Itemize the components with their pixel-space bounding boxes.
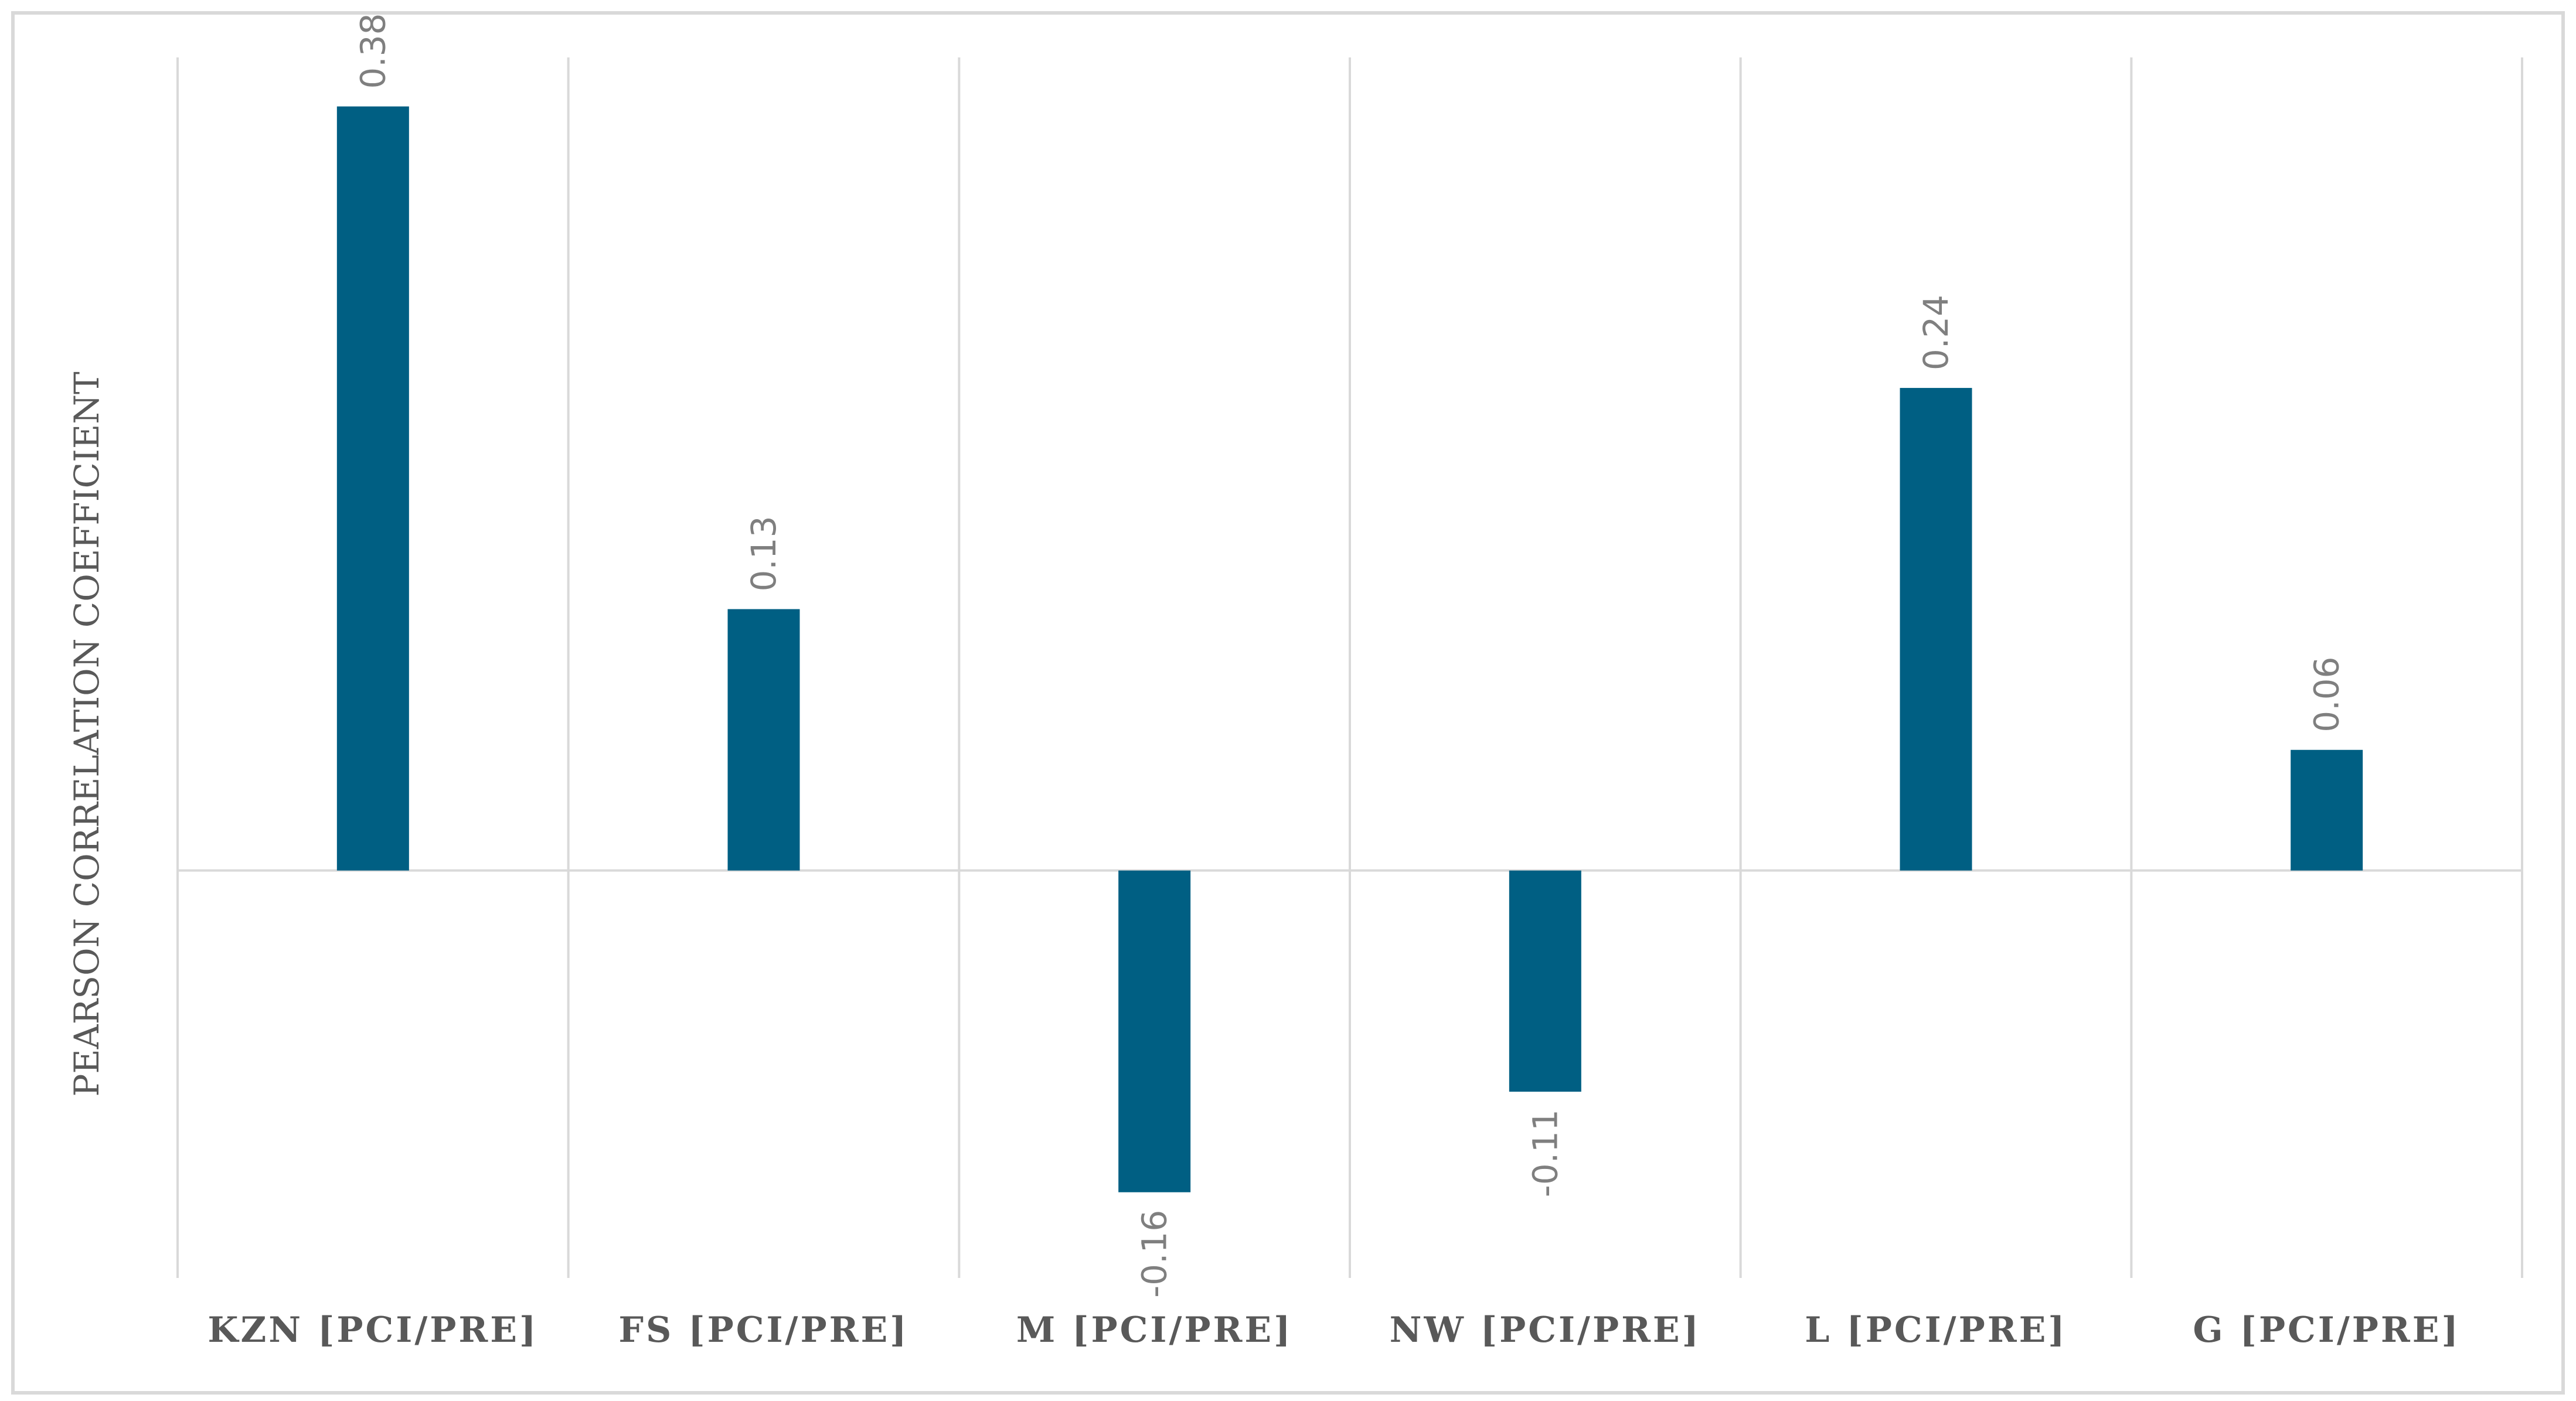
category-label: G [PCI/PRE] bbox=[2193, 1310, 2460, 1351]
category-label: KZN [PCI/PRE] bbox=[207, 1310, 538, 1351]
data-label: 0.13 bbox=[744, 516, 784, 591]
data-labels: 0.38 0.13 -0.16 -0.11 0.24 0.06 bbox=[353, 13, 2346, 1297]
data-label: -0.11 bbox=[1525, 1109, 1565, 1197]
data-label: 0.38 bbox=[353, 13, 393, 88]
gridlines bbox=[176, 57, 2523, 1278]
category-labels: KZN [PCI/PRE] FS [PCI/PRE] M [PCI/PRE] NW [… bbox=[207, 1310, 2460, 1351]
bar bbox=[336, 106, 409, 871]
bars bbox=[336, 106, 2363, 1192]
y-axis-title: PEARSON CORRELATION COEFFICIENT bbox=[67, 371, 107, 1097]
bar bbox=[1509, 870, 1581, 1092]
bar bbox=[2291, 749, 2363, 871]
category-label: FS [PCI/PRE] bbox=[618, 1310, 908, 1351]
data-label: 0.06 bbox=[2307, 657, 2347, 732]
bar bbox=[1118, 870, 1191, 1192]
category-label: L [PCI/PRE] bbox=[1805, 1310, 2067, 1351]
bar bbox=[1900, 388, 1972, 871]
bar bbox=[727, 609, 800, 871]
category-label: M [PCI/PRE] bbox=[1016, 1310, 1293, 1351]
category-label: NW [PCI/PRE] bbox=[1390, 1310, 1701, 1351]
data-label: 0.24 bbox=[1916, 295, 1956, 370]
data-label: -0.16 bbox=[1135, 1210, 1175, 1298]
chart-frame bbox=[11, 11, 2565, 1395]
